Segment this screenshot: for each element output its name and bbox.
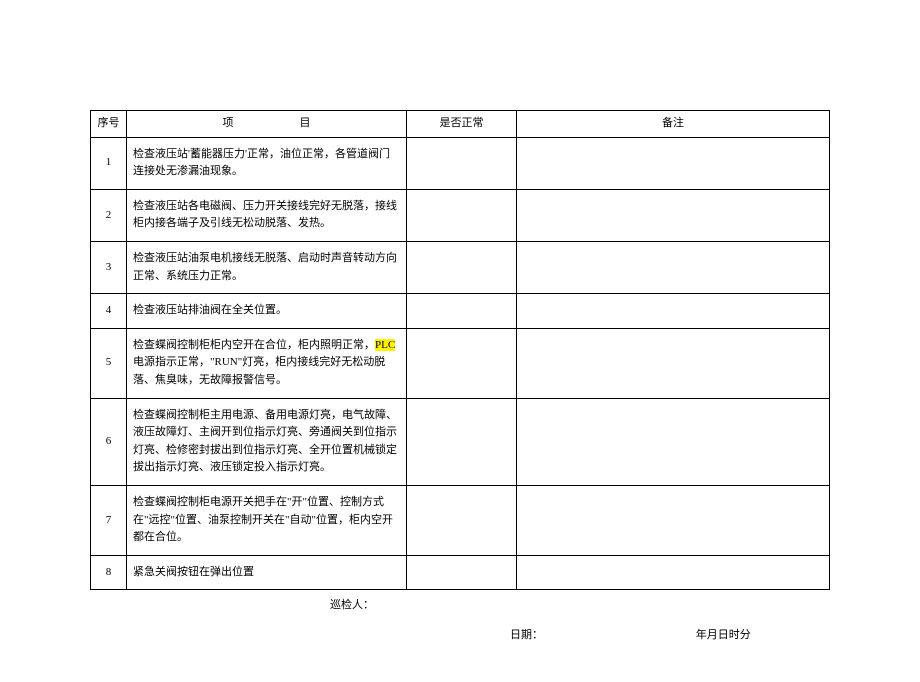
cell-remark — [517, 328, 830, 398]
cell-num: 3 — [91, 241, 127, 293]
col-header-item: 项目 — [127, 111, 407, 138]
footer-block: 巡检人： 日期： 年月日时分 — [90, 596, 830, 642]
cell-num: 4 — [91, 294, 127, 329]
cell-desc: 检查液压站油泵电机接线无脱落、启动时声音转动方向正常、系统压力正常。 — [127, 241, 407, 293]
col-header-num: 序号 — [91, 111, 127, 138]
cell-normal — [407, 137, 517, 189]
table-row: 5检查蝶阀控制柜柜内空开在合位，柜内照明正常，PLC电源指示正常，"RUN"灯亮… — [91, 328, 830, 398]
highlight-text: PLC — [375, 339, 395, 351]
cell-desc: 检查液压站各电磁阀、压力开关接线完好无脱落，接线柜内接各端子及引线无松动脱落、发… — [127, 189, 407, 241]
cell-normal — [407, 328, 517, 398]
table-row: 4检查液压站排油阀在全关位置。 — [91, 294, 830, 329]
cell-remark — [517, 485, 830, 555]
table-row: 3检查液压站油泵电机接线无脱落、启动时声音转动方向正常、系统压力正常。 — [91, 241, 830, 293]
date-line: 日期： 年月日时分 — [90, 626, 830, 642]
cell-remark — [517, 294, 830, 329]
cell-normal — [407, 294, 517, 329]
inspection-table: 序号 项目 是否正常 备注 1检查液压站'蓄能器压力'正常，油位正常，各管道阀门… — [90, 110, 830, 590]
cell-num: 2 — [91, 189, 127, 241]
cell-num: 7 — [91, 485, 127, 555]
table-row: 6检查蝶阀控制柜主用电源、备用电源灯亮，电气故障、液压故障灯、主阀开到位指示灯亮… — [91, 398, 830, 485]
cell-desc: 紧急关阀按钮在弹出位置 — [127, 555, 407, 590]
cell-remark — [517, 189, 830, 241]
cell-remark — [517, 137, 830, 189]
cell-desc: 检查蝶阀控制柜电源开关把手在"开"位置、控制方式在"远控"位置、油泵控制开关在"… — [127, 485, 407, 555]
cell-desc: 检查液压站'蓄能器压力'正常，油位正常，各管道阀门连接处无渗漏油现象。 — [127, 137, 407, 189]
cell-remark — [517, 555, 830, 590]
cell-normal — [407, 485, 517, 555]
cell-num: 5 — [91, 328, 127, 398]
cell-num: 6 — [91, 398, 127, 485]
date-fields: 年月日时分 — [696, 626, 751, 642]
cell-remark — [517, 398, 830, 485]
table-row: 8紧急关阀按钮在弹出位置 — [91, 555, 830, 590]
inspector-label: 巡检人： — [330, 596, 830, 612]
table-row: 2检查液压站各电磁阀、压力开关接线完好无脱落，接线柜内接各端子及引线无松动脱落、… — [91, 189, 830, 241]
table-header-row: 序号 项目 是否正常 备注 — [91, 111, 830, 138]
cell-num: 1 — [91, 137, 127, 189]
cell-desc: 检查液压站排油阀在全关位置。 — [127, 294, 407, 329]
col-header-normal: 是否正常 — [407, 111, 517, 138]
cell-desc: 检查蝶阀控制柜柜内空开在合位，柜内照明正常，PLC电源指示正常，"RUN"灯亮，… — [127, 328, 407, 398]
table-row: 1检查液压站'蓄能器压力'正常，油位正常，各管道阀门连接处无渗漏油现象。 — [91, 137, 830, 189]
cell-normal — [407, 189, 517, 241]
cell-desc: 检查蝶阀控制柜主用电源、备用电源灯亮，电气故障、液压故障灯、主阀开到位指示灯亮、… — [127, 398, 407, 485]
col-header-remark: 备注 — [517, 111, 830, 138]
cell-normal — [407, 398, 517, 485]
table-row: 7检查蝶阀控制柜电源开关把手在"开"位置、控制方式在"远控"位置、油泵控制开关在… — [91, 485, 830, 555]
cell-normal — [407, 241, 517, 293]
cell-normal — [407, 555, 517, 590]
date-label: 日期： — [510, 626, 543, 642]
cell-remark — [517, 241, 830, 293]
cell-num: 8 — [91, 555, 127, 590]
